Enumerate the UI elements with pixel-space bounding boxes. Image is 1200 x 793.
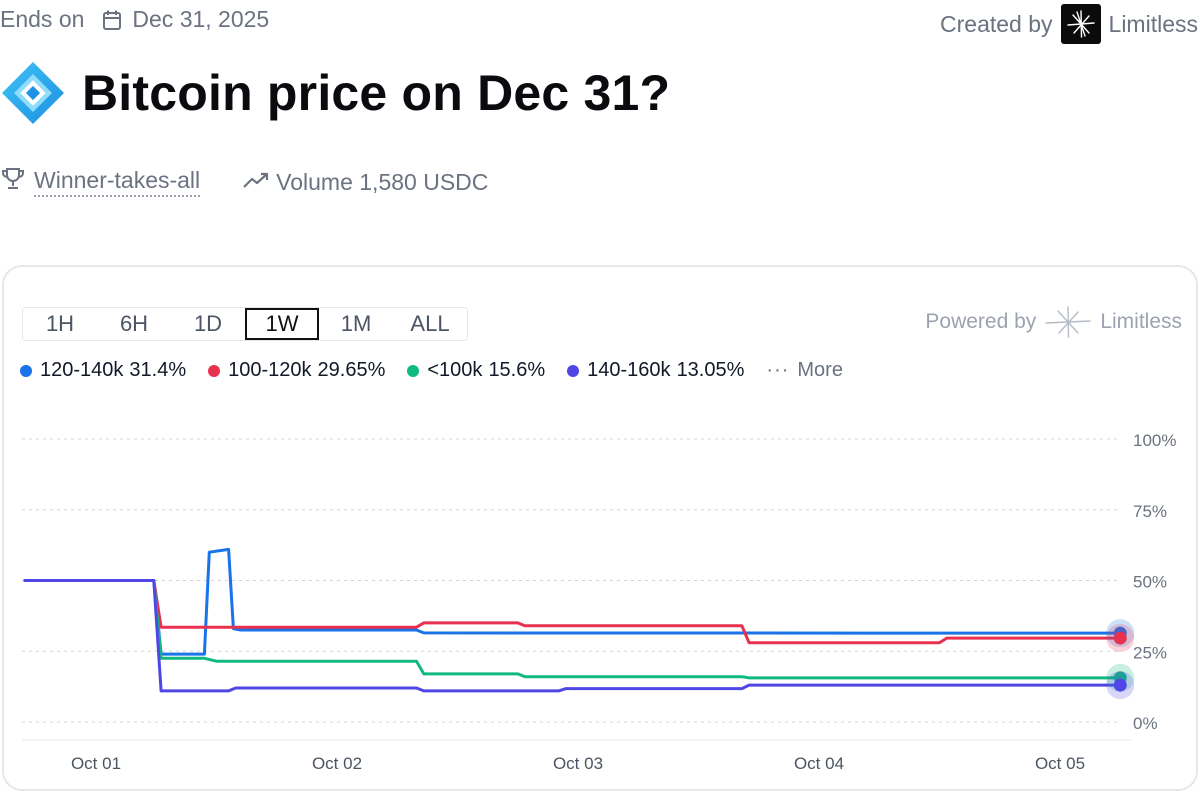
y-tick-label: 50% — [1133, 573, 1167, 592]
more-dots-icon: ··· — [766, 359, 790, 381]
created-label: Created by — [940, 10, 1053, 37]
legend-item[interactable]: 100-120k 29.65% — [208, 359, 385, 382]
y-tick-label: 75% — [1133, 502, 1167, 521]
y-tick-label: 100% — [1133, 431, 1176, 450]
market-title-row: Bitcoin price on Dec 31? — [0, 60, 670, 126]
created-by[interactable]: Created by Limitless — [940, 4, 1198, 44]
limitless-logo-icon — [1044, 305, 1092, 339]
legend-item[interactable]: 140-160k 13.05% — [567, 359, 744, 382]
series-end-marker[interactable] — [1113, 631, 1127, 645]
legend-series-value: 31.4% — [129, 359, 187, 381]
timeframe-tab-all[interactable]: ALL — [410, 311, 450, 336]
volume-label: Volume 1,580 USDC — [276, 168, 489, 195]
legend-item[interactable]: 120-140k 31.4% — [20, 359, 186, 382]
winner-takes-all-link[interactable]: Winner-takes-all — [0, 166, 201, 198]
creator-name: Limitless — [1108, 10, 1198, 37]
legend-series-value: 13.05% — [676, 359, 745, 381]
timeframe-tab-1d[interactable]: 1D — [193, 311, 223, 336]
legend-series-name: 100-120k — [228, 359, 312, 381]
x-tick-label: Oct 04 — [794, 754, 844, 773]
legend-series-name: 140-160k — [587, 359, 671, 381]
price-chart[interactable]: 100% 75% 50% 25% 0% Oct 01 Oct 02 Oct 03 Oct 04 O… — [4, 267, 1200, 793]
legend-dot — [20, 364, 32, 377]
legend-series-name: 120-140k — [40, 359, 124, 381]
legend-series-value: 15.6% — [488, 359, 546, 381]
legend-series-name: <100k — [427, 359, 483, 381]
powered-by-label: Powered by — [925, 310, 1037, 333]
legend-more-button[interactable]: ··· More — [766, 359, 843, 382]
series-end-marker[interactable] — [1113, 678, 1127, 692]
ends-date: Dec 31, 2025 — [132, 6, 270, 32]
legend-dot — [567, 364, 580, 377]
x-tick-label: Oct 05 — [1035, 754, 1085, 773]
legend-series-value: 29.65% — [317, 359, 386, 381]
legend-dot — [407, 364, 420, 377]
chart-card: 1H 6H 1D 1W 1M ALL Powered by Limitless 120-1… — [2, 265, 1198, 791]
powered-brand: Limitless — [1100, 310, 1182, 333]
calendar-icon — [102, 9, 122, 31]
volume-info: Volume 1,580 USDC — [236, 169, 488, 196]
page-title: Bitcoin price on Dec 31? — [82, 65, 671, 121]
series-line-3[interactable] — [23, 579, 1121, 693]
y-tick-label: 0% — [1133, 714, 1158, 733]
ends-label: Ends on — [0, 6, 85, 32]
limitless-logo-icon — [1060, 4, 1101, 44]
trending-up-icon — [242, 169, 270, 196]
timeframe-tab-1h[interactable]: 1H — [45, 311, 75, 336]
timeframe-tab-1m[interactable]: 1M — [340, 311, 372, 336]
series-line-1[interactable] — [23, 579, 1121, 645]
legend-item[interactable]: <100k 15.6% — [407, 359, 545, 382]
trophy-icon — [0, 166, 26, 198]
market-type-label: Winner-takes-all — [34, 167, 201, 197]
x-tick-label: Oct 02 — [312, 754, 362, 773]
timeframe-tab-1w[interactable]: 1W — [245, 308, 319, 340]
ends-on: Ends on Dec 31, 2025 — [0, 6, 269, 33]
market-meta: Winner-takes-all Volume 1,580 USDC — [0, 166, 488, 198]
top-bar: Ends on Dec 31, 2025 Created by Limitles… — [0, 0, 1200, 44]
y-tick-label: 25% — [1133, 643, 1167, 662]
series-line-2[interactable] — [23, 579, 1121, 680]
x-tick-label: Oct 03 — [553, 754, 603, 773]
legend-dot — [208, 364, 221, 377]
powered-by: Powered by Limitless — [925, 305, 1182, 339]
timeframe-selector: 1H 6H 1D 1W 1M ALL — [22, 307, 468, 341]
bitcoin-market-icon — [0, 60, 66, 126]
timeframe-tab-6h[interactable]: 6H — [119, 311, 149, 336]
more-label: More — [797, 359, 843, 381]
chart-legend: 120-140k 31.4% 100-120k 29.65% <100k 15.6% 140… — [20, 359, 843, 382]
x-tick-label: Oct 01 — [71, 754, 121, 773]
